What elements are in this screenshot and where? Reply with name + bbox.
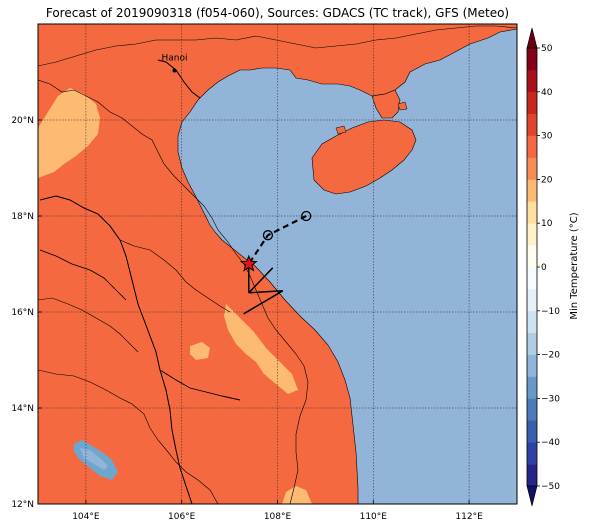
warm-zone (282, 486, 312, 504)
current-position-star[interactable] (239, 254, 258, 272)
lon-tick-label: 112°E (455, 512, 483, 522)
colorbar-bin (527, 135, 537, 158)
river (157, 59, 201, 99)
city-marker[interactable]: Hanoi (162, 54, 188, 73)
lat-tick-label: 14°N (11, 404, 34, 414)
warm-zone (224, 304, 298, 394)
border (119, 239, 231, 313)
mainland (38, 24, 517, 504)
colorbar-tick-label: 20 (541, 175, 553, 185)
lon-tick-label: 104°E (72, 512, 100, 522)
colorbar-bin (527, 245, 537, 268)
colorbar: −50 −40 −30 −20 −10 0 10 20 30 40 50 Min Temperatur… (526, 27, 580, 507)
colorbar-tick-label: 30 (541, 132, 553, 142)
lon-tick-label: 108°E (264, 512, 292, 522)
colorbar-bin (527, 201, 537, 224)
city-label: Hanoi (162, 54, 188, 64)
colorbar-bin (527, 267, 537, 290)
lat-tick-label: 12°N (11, 500, 34, 510)
colorbar-tick-label: −40 (541, 438, 560, 448)
forecast-point[interactable] (301, 210, 312, 222)
lat-tick-label: 16°N (11, 308, 34, 318)
colorbar-bin (527, 223, 537, 246)
lon-axis: 104°E 106°E 108°E 110°E 112°E (72, 500, 483, 522)
warm-zone (190, 342, 210, 360)
gridlines (38, 24, 517, 504)
colorbar-tick-label: −30 (541, 394, 560, 404)
island (335, 125, 347, 135)
colorbar-tick-label: 50 (541, 44, 553, 54)
lat-tick-label: 18°N (11, 212, 34, 222)
lon-tick-label: 110°E (360, 512, 388, 522)
warm-zone (38, 88, 100, 178)
colorbar-bin (527, 464, 537, 487)
colorbar-bin (527, 288, 537, 312)
colorbar-tick-label: 10 (541, 219, 553, 229)
colorbar-bin (527, 179, 537, 202)
colorbar-extend-max (526, 27, 538, 49)
colorbar-bin (527, 332, 537, 355)
leizhou-peninsula (371, 89, 401, 119)
lat-tick-label: 20°N (11, 116, 34, 126)
colorbar-tick-label: 40 (541, 88, 553, 98)
forecast-point[interactable] (262, 230, 274, 241)
storm-track[interactable] (239, 210, 312, 315)
colorbar-bin (527, 354, 537, 377)
colorbar-bin (527, 310, 537, 333)
lake (80, 448, 108, 470)
colorbar-tick-label: −10 (541, 307, 560, 317)
colorbar-label: Min Temperature (°C) (569, 212, 580, 319)
map-title: Forecast of 2019090318 (f054-060), Sourc… (45, 6, 510, 20)
city-dot (172, 68, 177, 73)
lat-axis: 12°N 14°N 16°N 18°N 20°N (11, 116, 42, 510)
border (38, 25, 517, 67)
border (38, 369, 219, 504)
border (38, 297, 139, 353)
colorbar-tick-label: 0 (541, 263, 547, 273)
lon-tick-label: 106°E (168, 512, 196, 522)
hainan-island (311, 119, 417, 195)
colorbar-tick-label: −20 (541, 351, 560, 361)
colorbar-bin (527, 69, 537, 93)
colorbar-bin (527, 157, 537, 180)
river (39, 249, 127, 301)
colorbar-bin (527, 376, 537, 399)
track-line (247, 215, 307, 265)
colorbar-extend-min (526, 485, 538, 507)
colorbar-bin (527, 113, 537, 136)
border (38, 79, 309, 504)
colorbar-bin (527, 398, 537, 421)
colorbar-tick-label: −50 (541, 482, 560, 492)
colorbar-bin (527, 91, 537, 114)
colorbar-bin (527, 420, 537, 443)
island (397, 101, 408, 111)
colorbar-bin (527, 442, 537, 465)
river (159, 369, 241, 401)
wind-barb (243, 264, 284, 315)
colorbar-bin (527, 48, 537, 71)
